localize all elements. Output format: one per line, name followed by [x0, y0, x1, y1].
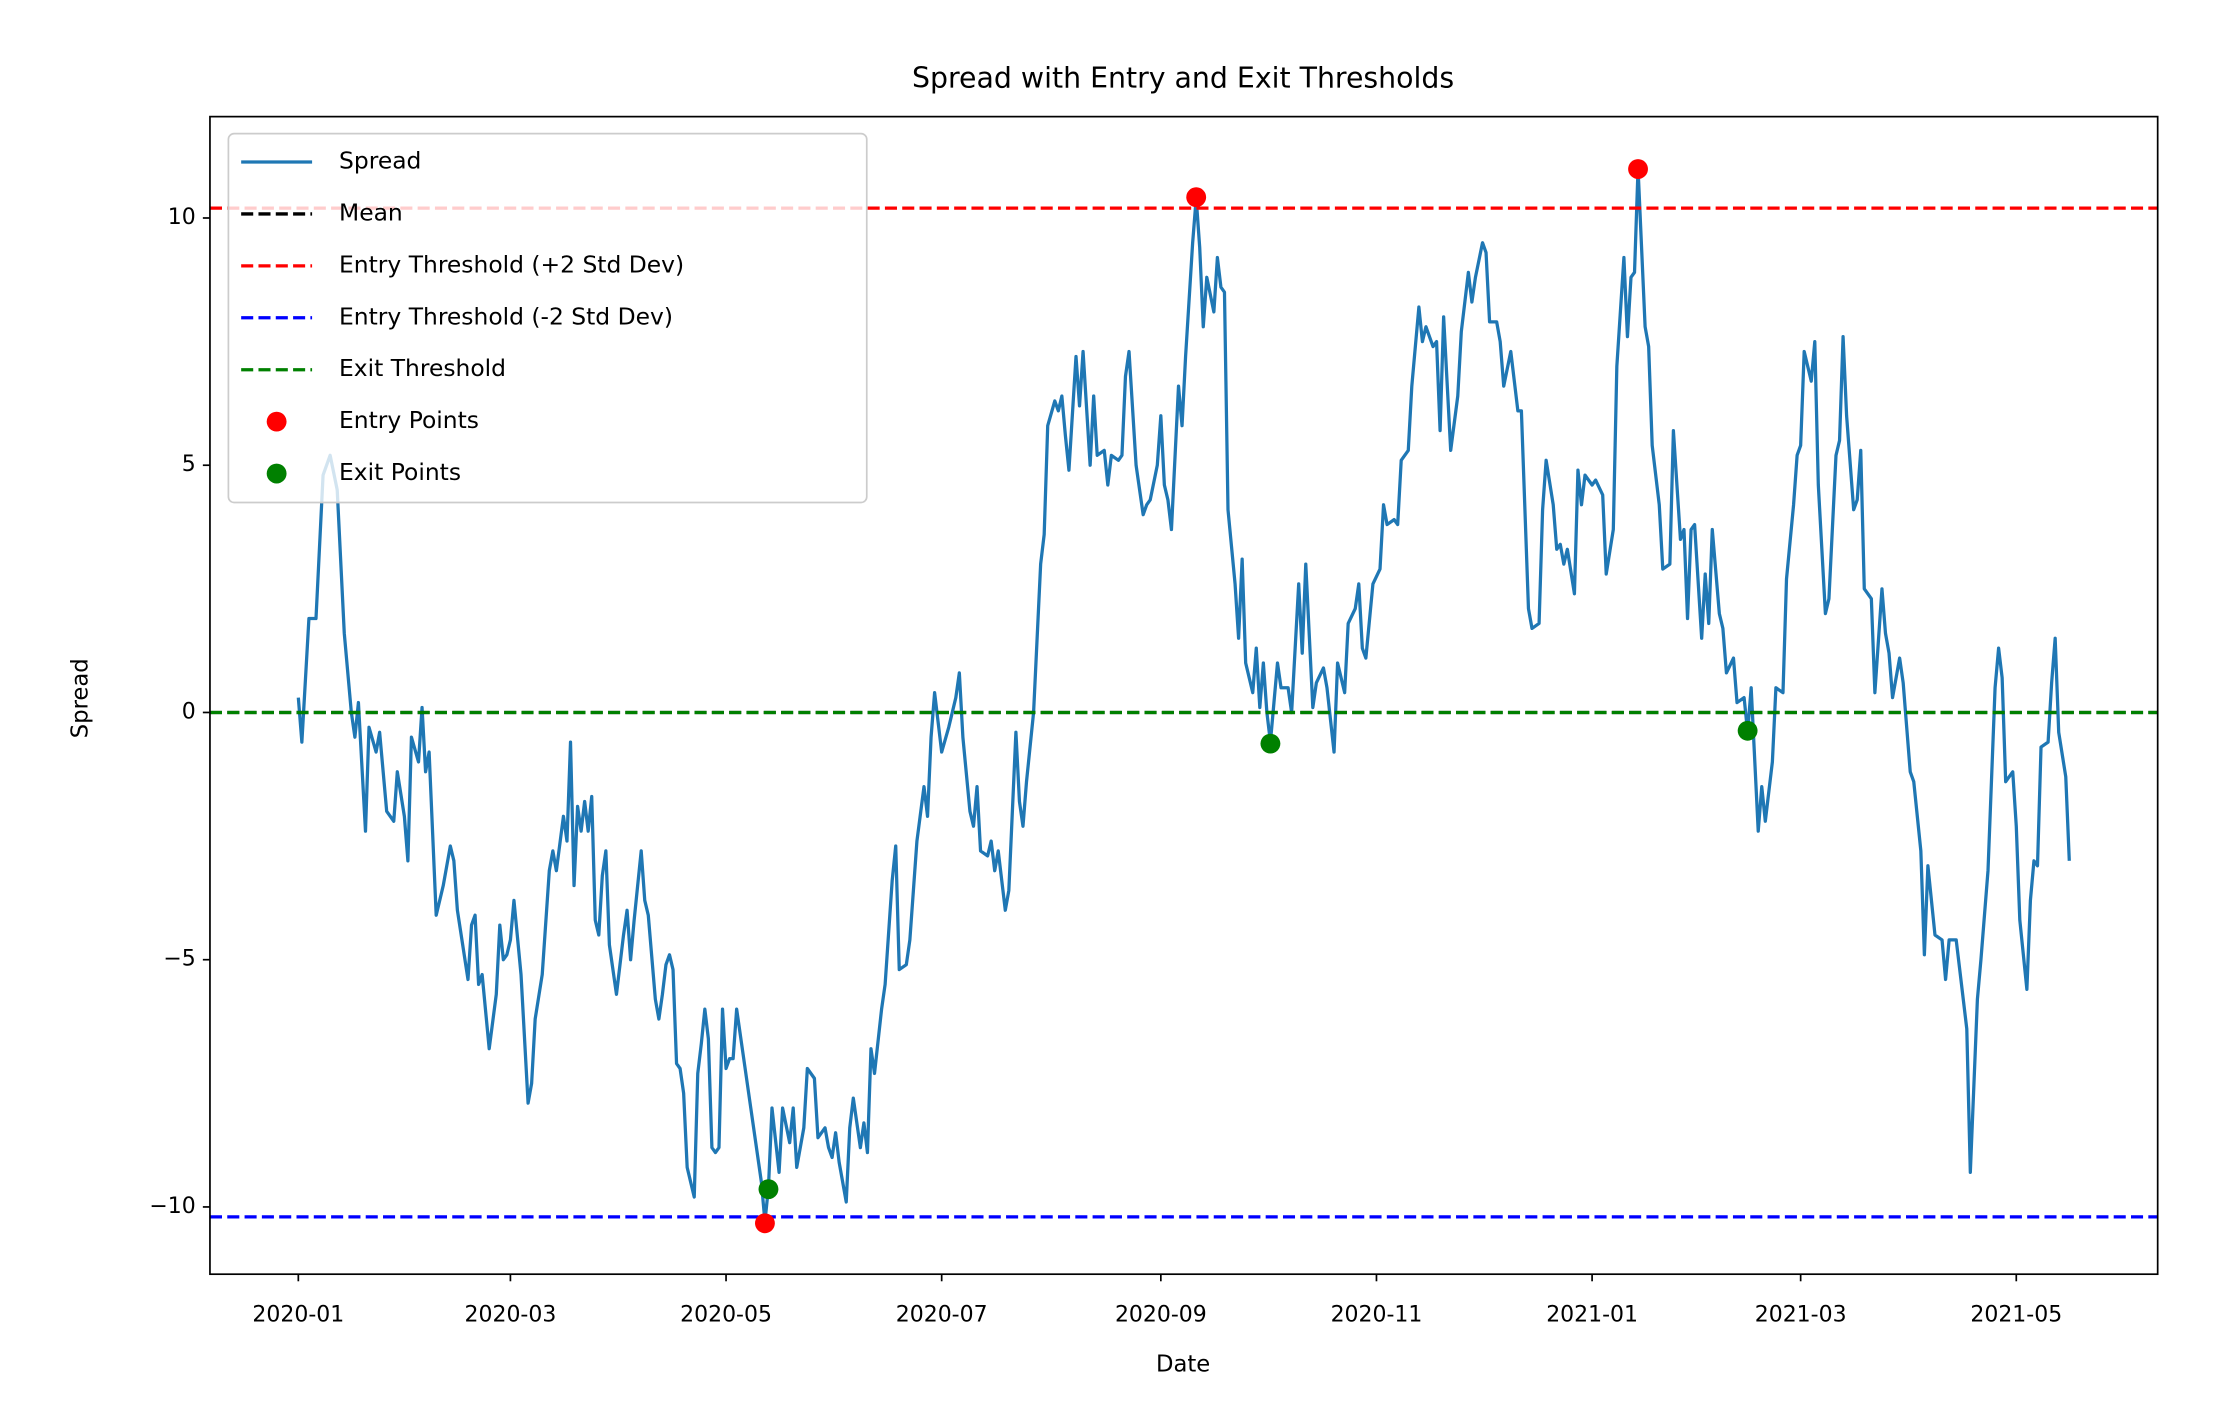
- y-tick-label: 5: [182, 452, 196, 477]
- x-tick-label: 2020-05: [680, 1302, 772, 1327]
- legend-label: Entry Threshold (-2 Std Dev): [339, 302, 673, 330]
- point: [1260, 733, 1281, 754]
- spread-line: [296, 166, 2071, 1224]
- x-tick-label: 2021-03: [1755, 1302, 1847, 1327]
- point: [1628, 159, 1648, 179]
- point: [758, 1179, 779, 1200]
- legend-marker: [266, 463, 287, 484]
- legend-label: Mean: [339, 198, 403, 226]
- y-tick-label: 0: [182, 699, 196, 724]
- x-tick-label: 2020-11: [1331, 1302, 1423, 1327]
- x-tick-label: 2020-01: [252, 1302, 344, 1327]
- y-axis-label: Spread: [67, 658, 93, 738]
- legend-label: Entry Threshold (+2 Std Dev): [339, 250, 684, 278]
- plot-frame: [209, 115, 2159, 1276]
- legend-label: Exit Points: [339, 458, 461, 486]
- y-tick-label: −10: [149, 1194, 195, 1219]
- point: [1186, 187, 1207, 208]
- legend-label: Spread: [339, 147, 421, 175]
- x-tick-label: 2020-09: [1115, 1302, 1207, 1327]
- x-tick-label: 2021-01: [1546, 1302, 1638, 1327]
- x-tick-label: 2021-05: [1970, 1302, 2062, 1327]
- y-tick-label: −5: [163, 947, 195, 972]
- y-tick-label: 10: [168, 205, 196, 230]
- legend-marker: [266, 411, 287, 432]
- legend-label: Exit Threshold: [339, 354, 506, 382]
- x-tick-label: 2020-07: [896, 1302, 988, 1327]
- legend: Spread Mean Entry Threshold (+2 Std Dev) En…: [227, 132, 868, 504]
- plot-area: [209, 159, 2158, 1234]
- chart-title: Spread with Entry and Exit Thresholds: [912, 62, 1454, 95]
- point: [754, 1213, 775, 1234]
- point: [1737, 720, 1758, 741]
- legend-box: [227, 132, 868, 504]
- legend-label: Entry Points: [339, 406, 479, 434]
- x-axis-label: Date: [1156, 1351, 1210, 1377]
- axes: −10 −5 0 5 10 2020-01 2020-03 2020-05 2020-07 202…: [149, 205, 2062, 1327]
- x-tick-label: 2020-03: [465, 1302, 557, 1327]
